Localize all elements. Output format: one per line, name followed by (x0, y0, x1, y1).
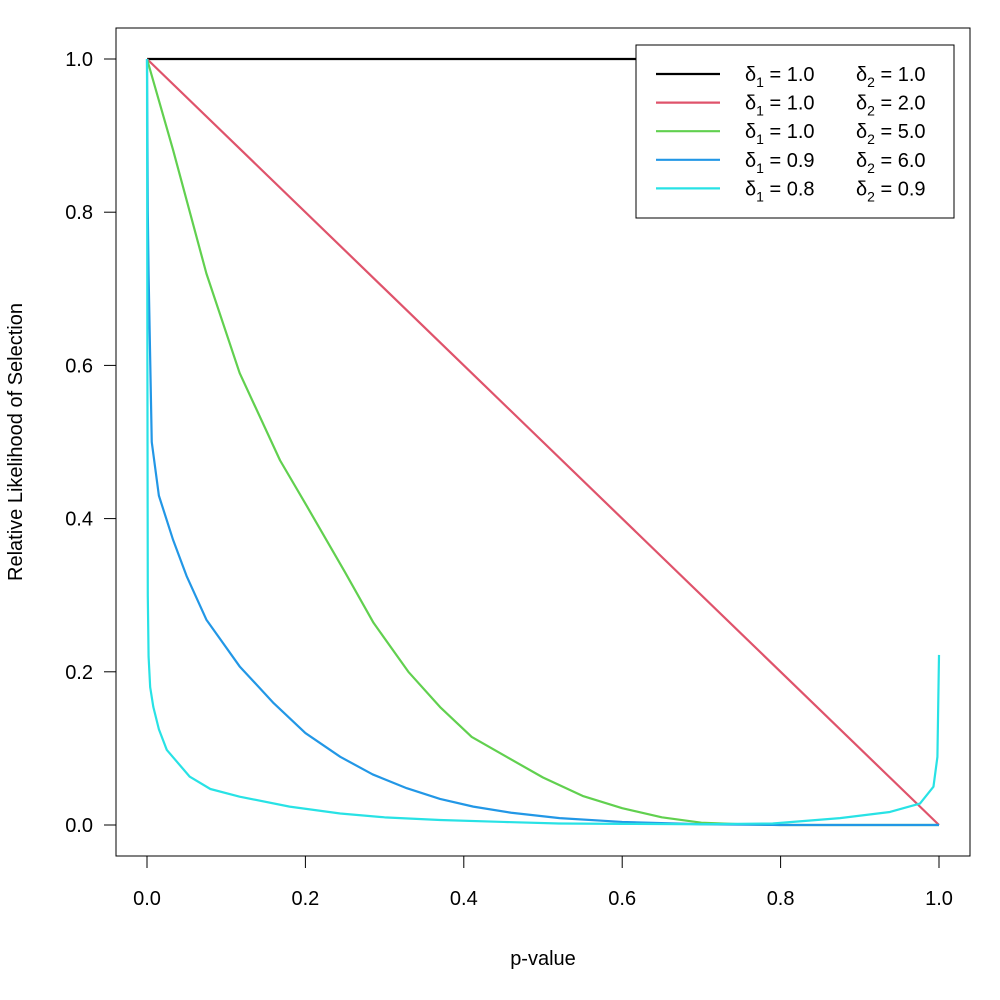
legend-entry: δ1 = 1.0 δ2 = 1.0 (656, 64, 926, 90)
legend-delta1: δ1 = 1.0 (745, 93, 815, 119)
y-tick-label: 0.8 (65, 202, 93, 224)
x-tick-label: 0.6 (608, 888, 636, 910)
legend-entry: δ1 = 0.9 δ2 = 6.0 (656, 150, 926, 176)
y-tick-label: 0.0 (65, 815, 93, 837)
legend-delta1: δ1 = 1.0 (745, 121, 815, 147)
legend: δ1 = 1.0 δ2 = 1.0δ1 = 1.0 δ2 = 2.0δ1 = 1.0… (635, 44, 955, 219)
legend-delta2: δ2 = 2.0 (856, 93, 926, 119)
y-tick-label: 1.0 (65, 49, 93, 71)
legend-delta1: δ1 = 0.8 (745, 178, 815, 204)
legend-delta2: δ2 = 1.0 (856, 64, 926, 90)
legend-entry: δ1 = 1.0 δ2 = 5.0 (656, 121, 926, 147)
x-tick-label: 0.4 (450, 888, 478, 910)
legend-delta2: δ2 = 5.0 (856, 121, 926, 147)
series-line-4 (145, 58, 939, 827)
y-tick-label: 0.2 (65, 662, 93, 684)
series-line-5 (145, 58, 941, 826)
y-tick-label: 0.4 (65, 509, 93, 531)
legend-delta1: δ1 = 1.0 (745, 64, 815, 90)
x-axis-title: p-value (510, 948, 576, 970)
x-tick-label: 0.2 (291, 888, 319, 910)
y-tick-label: 0.6 (65, 355, 93, 377)
legend-entry: δ1 = 0.8 δ2 = 0.9 (656, 178, 926, 204)
legend-delta2: δ2 = 6.0 (856, 150, 926, 176)
legend-entry: δ1 = 1.0 δ2 = 2.0 (656, 93, 926, 119)
y-axis: 0.0 0.2 0.4 0.6 0.8 1.0 (65, 49, 117, 837)
x-tick-label: 1.0 (925, 888, 953, 910)
series-line-2 (146, 58, 940, 826)
x-axis: 0.0 0.2 0.4 0.6 0.8 1.0 (133, 855, 953, 910)
legend-delta2: δ2 = 0.9 (856, 178, 926, 204)
x-tick-label: 0.8 (767, 888, 795, 910)
legend-delta1: δ1 = 0.9 (745, 150, 815, 176)
x-tick-label: 0.0 (133, 888, 161, 910)
y-axis-title: Relative Likelihood of Selection (5, 303, 27, 581)
